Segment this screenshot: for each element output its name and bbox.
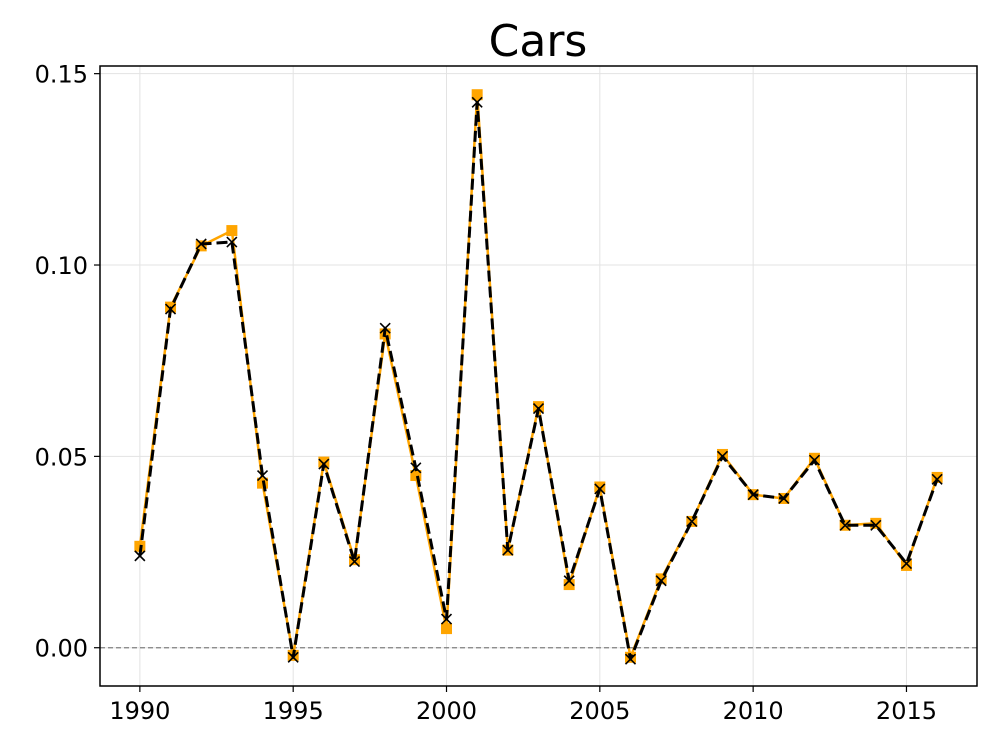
y-tick-label: 0.15 <box>35 61 88 89</box>
x-marker <box>532 402 545 415</box>
square-marker <box>808 452 820 464</box>
square-marker <box>349 554 361 566</box>
y-tick-label: 0.00 <box>35 635 88 663</box>
x-marker <box>164 303 177 315</box>
grid <box>100 66 977 686</box>
square-marker <box>195 240 207 252</box>
square-marker <box>931 471 943 483</box>
x-tick-label: 2010 <box>723 697 784 725</box>
x-tick-label: 1990 <box>109 697 170 725</box>
square-marker <box>410 470 422 482</box>
square-marker <box>870 517 882 529</box>
square-marker <box>441 623 453 635</box>
x-marker <box>134 550 146 562</box>
x-tick-label: 1995 <box>263 697 324 725</box>
series-1 <box>134 89 943 663</box>
x-marker <box>594 483 606 495</box>
series-2 <box>134 96 943 665</box>
square-marker <box>716 448 728 460</box>
x-marker <box>808 454 821 466</box>
x-marker <box>502 544 514 556</box>
square-marker <box>900 559 912 571</box>
x-marker <box>195 238 207 250</box>
square-marker <box>655 573 667 585</box>
x-marker <box>900 557 913 570</box>
series-line <box>138 93 939 659</box>
x-marker <box>287 651 299 663</box>
square-marker <box>563 579 575 591</box>
x-marker <box>318 458 330 470</box>
square-marker <box>226 225 238 237</box>
x-marker <box>839 519 851 531</box>
series-layer <box>134 89 943 665</box>
x-marker <box>256 469 269 482</box>
y-axis: 0.00 0.05 0.10 0.15 <box>35 61 100 663</box>
x-tick-label: 2005 <box>569 697 630 725</box>
x-marker <box>563 575 575 587</box>
x-marker <box>686 515 698 527</box>
x-marker <box>379 322 391 334</box>
square-marker <box>594 481 606 493</box>
square-marker <box>471 89 483 101</box>
chart-title: Cars <box>489 16 588 67</box>
plot-frame <box>99 65 978 687</box>
x-marker <box>747 489 759 501</box>
x-marker <box>471 96 483 108</box>
x-marker <box>348 556 361 568</box>
square-marker <box>318 456 330 468</box>
x-marker <box>410 462 422 474</box>
x-marker <box>931 473 943 485</box>
series-line <box>138 100 939 661</box>
y-tick-label: 0.10 <box>35 252 88 280</box>
x-marker <box>778 492 790 505</box>
x-tick-label: 2000 <box>416 697 477 725</box>
x-marker <box>655 575 667 587</box>
x-axis: 1990 1995 2000 2005 2010 2015 <box>109 686 937 725</box>
square-marker <box>533 401 544 413</box>
x-marker <box>870 519 882 531</box>
x-marker <box>226 236 238 248</box>
x-tick-label: 2015 <box>876 697 937 725</box>
x-marker <box>440 613 453 625</box>
y-tick-label: 0.05 <box>35 443 88 471</box>
x-marker <box>716 450 729 462</box>
x-marker <box>624 653 637 665</box>
